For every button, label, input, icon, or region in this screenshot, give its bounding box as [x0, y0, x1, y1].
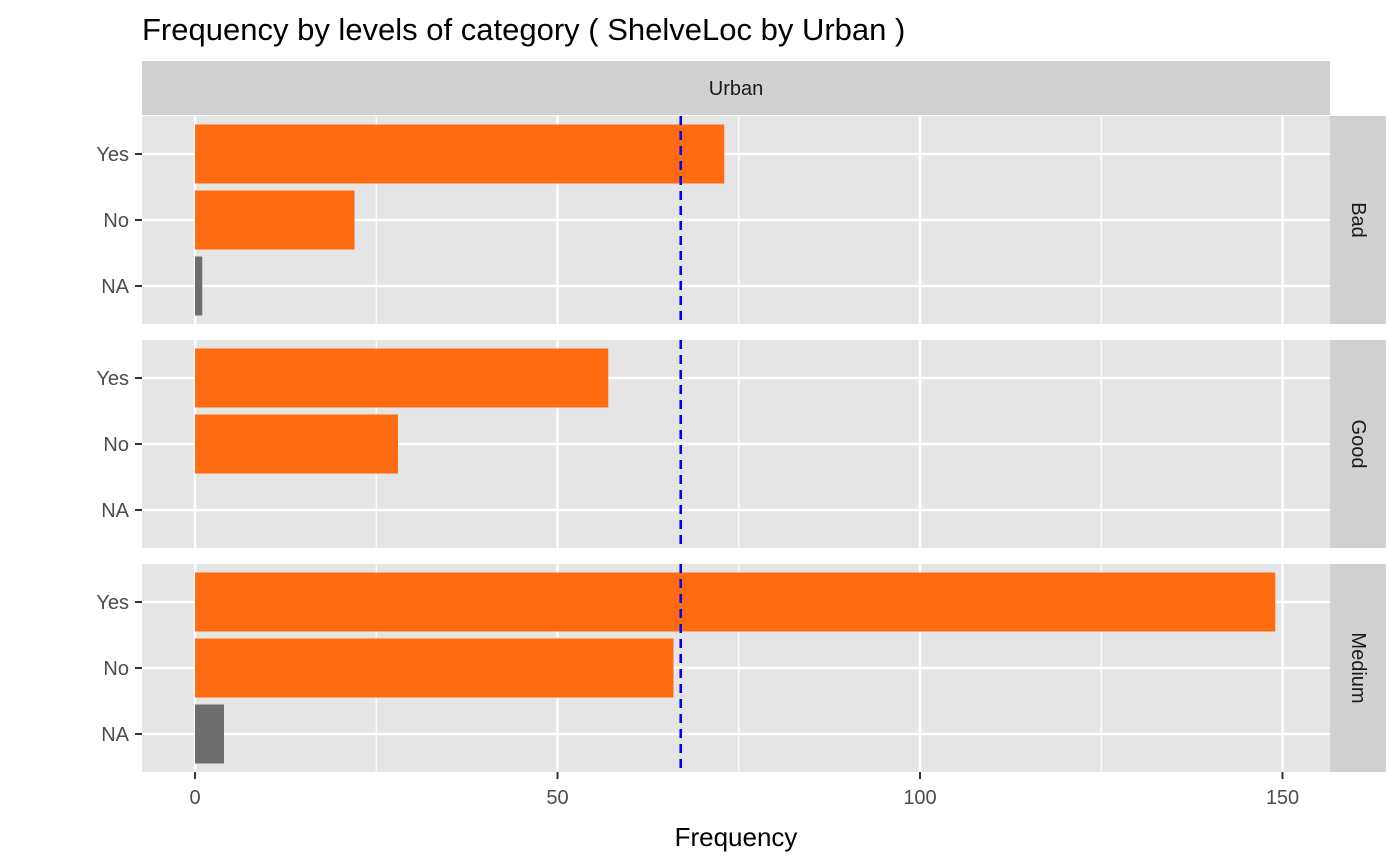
y-tick-label: No [103, 658, 129, 680]
bar-good-no [195, 414, 398, 474]
bar-bad-no [195, 190, 355, 250]
y-tick-label: Yes [96, 144, 129, 166]
y-tick-label: NA [101, 724, 129, 746]
y-tick-label: NA [101, 500, 129, 522]
x-tick-label: 100 [903, 787, 936, 809]
bar-medium-na [195, 704, 224, 764]
chart-title: Frequency by levels of category ( Shelve… [142, 12, 905, 47]
bar-medium-no [195, 638, 674, 698]
facet-panel-medium: Yes No NA Medium [96, 564, 1386, 772]
bar-good-yes [195, 348, 609, 408]
bar-bad-na [195, 256, 203, 316]
y-tick-label: NA [101, 276, 129, 298]
y-tick-label: No [103, 210, 129, 232]
y-tick-label: Yes [96, 592, 129, 614]
facet-panel-good: Yes No NA Good [96, 340, 1386, 548]
x-axis: 0 50 100 150 [189, 772, 1299, 809]
column-strip-label: Urban [709, 78, 763, 100]
row-strip-label: Good [1347, 420, 1369, 469]
x-axis-title: Frequency [675, 822, 798, 852]
row-strip [1330, 564, 1386, 772]
row-strip [1330, 116, 1386, 324]
y-tick-label: Yes [96, 368, 129, 390]
x-tick-label: 50 [546, 787, 568, 809]
column-strip [142, 61, 1330, 115]
y-tick-label: No [103, 434, 129, 456]
x-tick-label: 0 [189, 787, 200, 809]
row-strip-label: Medium [1347, 632, 1369, 703]
x-tick-label: 150 [1266, 787, 1299, 809]
facet-panels: Yes No NA Bad Yes No NA Good Yes No NA Medium [96, 116, 1386, 772]
facet-panel-bad: Yes No NA Bad [96, 116, 1386, 324]
bar-medium-yes [195, 572, 1276, 632]
bar-bad-yes [195, 124, 725, 184]
row-strip-label: Bad [1347, 202, 1369, 238]
row-strip [1330, 340, 1386, 548]
